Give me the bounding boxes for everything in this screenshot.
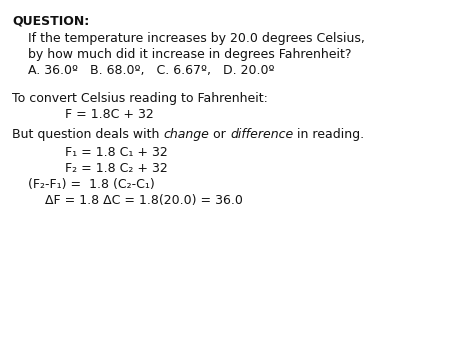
Text: But question deals with: But question deals with bbox=[12, 128, 163, 141]
Text: If the temperature increases by 20.0 degrees Celsius,: If the temperature increases by 20.0 deg… bbox=[28, 32, 365, 45]
Text: F = 1.8C + 32: F = 1.8C + 32 bbox=[65, 108, 154, 121]
Text: QUESTION:: QUESTION: bbox=[12, 14, 89, 27]
Text: or: or bbox=[209, 128, 230, 141]
Text: (F₂-F₁) =  1.8 (C₂-C₁): (F₂-F₁) = 1.8 (C₂-C₁) bbox=[28, 178, 155, 191]
Text: F₂ = 1.8 C₂ + 32: F₂ = 1.8 C₂ + 32 bbox=[65, 162, 168, 175]
Text: in reading.: in reading. bbox=[293, 128, 365, 141]
Text: change: change bbox=[163, 128, 209, 141]
Text: difference: difference bbox=[230, 128, 293, 141]
Text: ΔF = 1.8 ΔC = 1.8(20.0) = 36.0: ΔF = 1.8 ΔC = 1.8(20.0) = 36.0 bbox=[45, 194, 243, 207]
Text: To convert Celsius reading to Fahrenheit:: To convert Celsius reading to Fahrenheit… bbox=[12, 92, 268, 105]
Text: A. 36.0º   B. 68.0º,   C. 6.67º,   D. 20.0º: A. 36.0º B. 68.0º, C. 6.67º, D. 20.0º bbox=[28, 64, 274, 77]
Text: F₁ = 1.8 C₁ + 32: F₁ = 1.8 C₁ + 32 bbox=[65, 146, 168, 159]
Text: by how much did it increase in degrees Fahrenheit?: by how much did it increase in degrees F… bbox=[28, 48, 351, 61]
